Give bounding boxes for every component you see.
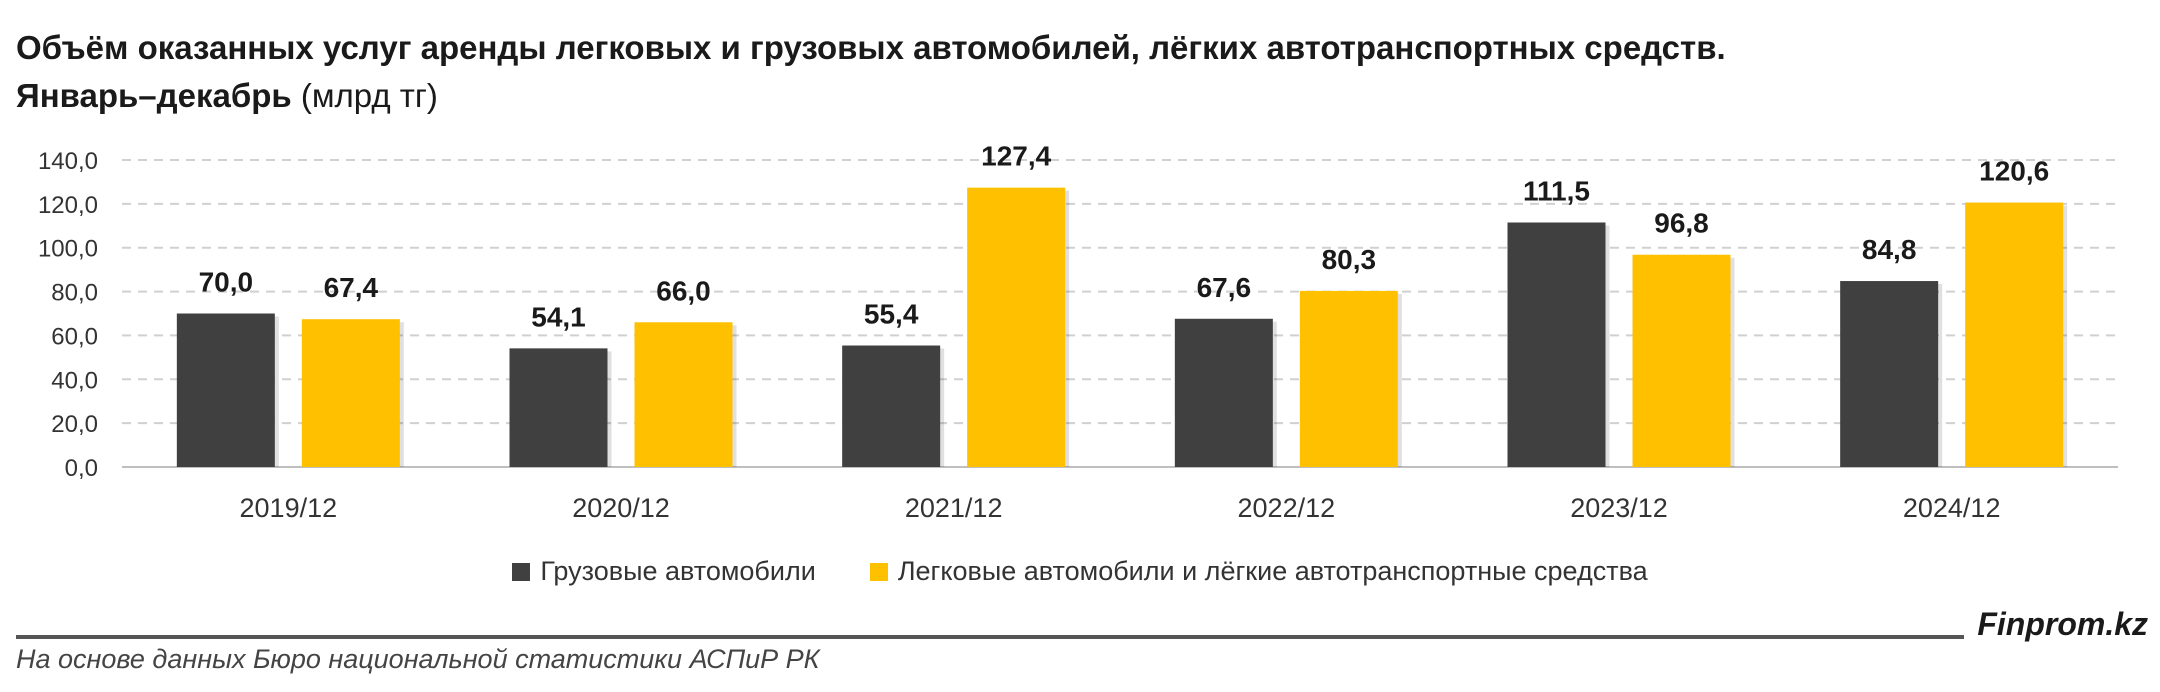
x-tick-label: 2019/12 [240,493,338,523]
x-tick-label: 2022/12 [1238,493,1336,523]
bar-cars [1632,254,1731,467]
footer-divider [16,635,1964,639]
bar-chart: 0,0 20,0 40,0 60,0 80,0 100,0 120,0 140,0 70,0 67… [38,141,2118,523]
data-label: 120,6 [1979,156,2049,187]
bar-trucks [842,345,941,467]
bar-cars [967,187,1066,467]
legend-item-trucks: Грузовые автомобили [512,556,816,587]
data-label: 96,8 [1654,208,1709,239]
legend-label-trucks: Грузовые автомобили [540,556,816,586]
bar-trucks [1174,318,1273,467]
bar-trucks [1840,281,1939,467]
data-label: 70,0 [199,267,254,298]
legend-swatch-cars [869,562,888,581]
data-label: 66,0 [656,275,711,306]
subtitle-period: Январь–декабрь [16,77,292,114]
data-label: 127,4 [981,141,1051,172]
legend-swatch-trucks [512,562,531,581]
data-label: 111,5 [1523,175,1590,206]
x-tick-label: 2023/12 [1570,493,1668,523]
bar-cars [634,322,733,467]
y-tick-label: 0,0 [65,455,98,482]
bar-cars [301,319,400,467]
subtitle-unit: (млрд тг) [300,77,438,114]
bar-trucks [1507,222,1606,467]
y-tick-label: 80,0 [51,280,98,307]
data-label: 67,4 [324,272,379,303]
y-tick-label: 100,0 [38,236,98,263]
y-tick-label: 120,0 [38,192,98,219]
bar-cars [1299,290,1398,467]
brand-logo-text: Finprom.kz [1977,606,2148,642]
source-note: На основе данных Бюро национальной стати… [16,644,820,674]
data-label: 54,1 [531,301,586,332]
data-label: 67,6 [1197,272,1252,303]
data-label: 84,8 [1862,234,1917,265]
chart-subtitle: Январь–декабрь (млрд тг) [16,74,438,118]
x-tick-label: 2020/12 [572,493,670,523]
x-tick-label: 2021/12 [905,493,1003,523]
legend: Грузовые автомобили Легковые автомобили … [0,556,2160,587]
chart-title: Объём оказанных услуг аренды легковых и … [16,29,1726,66]
x-tick-label: 2024/12 [1903,493,2001,523]
data-label: 80,3 [1322,244,1377,275]
legend-item-cars: Легковые автомобили и лёгкие автотранспо… [869,556,1648,587]
y-tick-label: 20,0 [51,411,98,438]
bar-trucks [509,348,608,467]
data-label: 55,4 [864,299,919,330]
y-tick-label: 140,0 [38,148,98,175]
bar-cars [1965,202,2064,467]
bar-trucks [176,313,275,467]
y-tick-label: 60,0 [51,323,98,350]
legend-label-cars: Легковые автомобили и лёгкие автотранспо… [897,556,1648,586]
y-tick-label: 40,0 [51,367,98,394]
